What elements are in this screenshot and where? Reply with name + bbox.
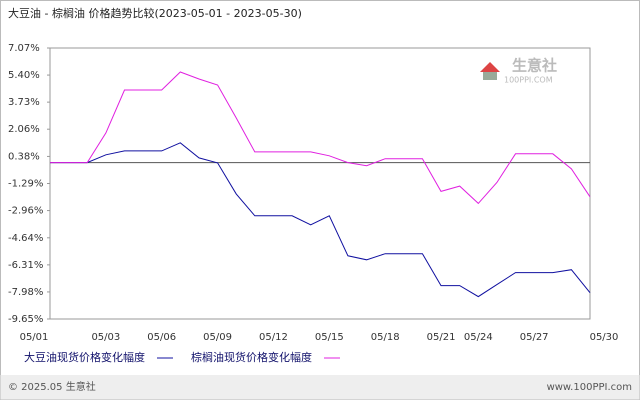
x-tick-label: 05/01 <box>20 332 49 343</box>
chart-title: 大豆油 - 棕榈油 价格趋势比较(2023-05-01 - 2023-05-30… <box>8 6 302 20</box>
y-tick-label: -6.31% <box>8 260 43 271</box>
footer-copyright: © 2025.05 生意社 <box>8 380 96 393</box>
series-line <box>50 71 591 205</box>
x-tick-label: 05/21 <box>427 332 456 343</box>
x-tick-label: 05/30 <box>590 332 619 343</box>
y-tick-label: 2.06% <box>8 124 40 135</box>
watermark: 生意社 100PPI.COM <box>480 57 557 85</box>
footer-url: www.100PPI.com <box>547 382 632 393</box>
x-tick-label: 05/12 <box>259 332 288 343</box>
footer-bar <box>0 375 640 400</box>
y-tick-label: -1.29% <box>8 179 43 190</box>
x-tick-label: 05/03 <box>91 332 120 343</box>
watermark-icon <box>480 62 500 72</box>
y-tick-label: -7.98% <box>8 287 43 298</box>
watermark-icon <box>483 72 497 80</box>
x-tick-label: 05/15 <box>315 332 344 343</box>
y-tick-label: 7.07% <box>8 43 40 54</box>
series-line <box>50 142 591 298</box>
y-tick-label: -2.96% <box>8 206 43 217</box>
watermark-name: 生意社 <box>512 57 557 75</box>
x-tick-label: 05/18 <box>371 332 400 343</box>
x-tick-label: 05/06 <box>147 332 176 343</box>
y-tick-label: -9.65% <box>8 314 43 325</box>
watermark-site: 100PPI.COM <box>504 76 553 85</box>
y-tick-label: 0.38% <box>8 151 40 162</box>
x-tick-label: 05/27 <box>520 332 549 343</box>
x-tick-label: 05/09 <box>203 332 232 343</box>
legend-label: 大豆油现货价格变化幅度 <box>24 350 145 364</box>
x-tick-label: 05/24 <box>464 332 493 343</box>
y-tick-label: -4.64% <box>8 233 43 244</box>
y-tick-label: 5.40% <box>8 70 40 81</box>
legend-label: 棕榈油现货价格变化幅度 <box>191 350 312 364</box>
y-tick-label: 3.73% <box>8 97 40 108</box>
